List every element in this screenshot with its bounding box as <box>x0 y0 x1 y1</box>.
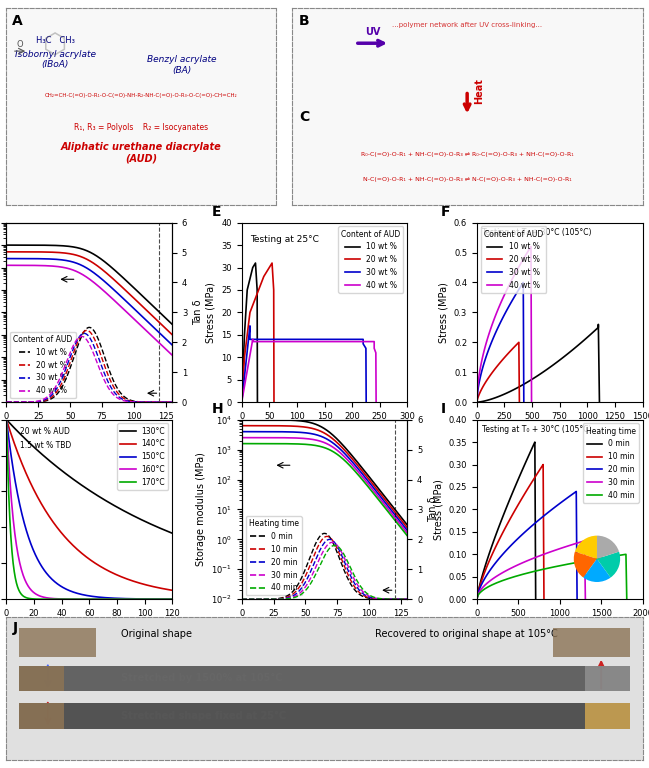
Legend: 10 wt %, 20 wt %, 30 wt %, 40 wt %: 10 wt %, 20 wt %, 30 wt %, 40 wt % <box>338 227 404 293</box>
Text: R₁, R₃ = Polyols    R₂ = Isocyanates: R₁, R₃ = Polyols R₂ = Isocyanates <box>75 123 208 132</box>
Text: UV: UV <box>365 28 380 38</box>
Text: ...polymer network after UV cross-linking...: ...polymer network after UV cross-linkin… <box>392 22 542 28</box>
Text: 20 wt % AUD: 20 wt % AUD <box>19 427 69 436</box>
Text: Benzyl acrylate
(BA): Benzyl acrylate (BA) <box>147 55 217 74</box>
Legend: 10 wt %, 20 wt %, 30 wt %, 40 wt %: 10 wt %, 20 wt %, 30 wt %, 40 wt % <box>10 332 76 399</box>
Text: B: B <box>299 14 310 28</box>
Text: Aliphatic urethane diacrylate
(AUD): Aliphatic urethane diacrylate (AUD) <box>61 142 222 164</box>
Text: Recovered to original shape at 105°C: Recovered to original shape at 105°C <box>375 629 558 639</box>
Text: R₀-C(=O)-O-R₁ + NH-C(=O)-O-R₃ ⇌ R₀-C(=O)-O-R₃ + NH-C(=O)-O-R₁: R₀-C(=O)-O-R₁ + NH-C(=O)-O-R₃ ⇌ R₀-C(=O)… <box>361 152 574 157</box>
Bar <box>19 703 630 729</box>
Legend: 0 min, 10 min, 20 min, 30 min, 40 min: 0 min, 10 min, 20 min, 30 min, 40 min <box>583 423 639 503</box>
Text: Original shape: Original shape <box>121 629 192 639</box>
Y-axis label: Storage modulus (MPa): Storage modulus (MPa) <box>195 452 206 566</box>
Text: E: E <box>212 205 221 219</box>
X-axis label: Strain (%): Strain (%) <box>535 624 584 634</box>
Y-axis label: Tan δ: Tan δ <box>193 300 202 325</box>
X-axis label: Temperature (°C): Temperature (°C) <box>47 426 131 436</box>
Y-axis label: Stress (MPa): Stress (MPa) <box>433 479 443 540</box>
Text: Isobornyl acrylate
(IBoA): Isobornyl acrylate (IBoA) <box>14 49 95 69</box>
Text: F: F <box>441 205 450 219</box>
Bar <box>19 628 95 657</box>
Y-axis label: Stress (MPa): Stress (MPa) <box>438 282 448 343</box>
Text: C: C <box>299 111 309 124</box>
Text: Heat: Heat <box>474 78 484 104</box>
X-axis label: Strain (%): Strain (%) <box>535 426 584 436</box>
Text: Stretched by 1500% at 105°C: Stretched by 1500% at 105°C <box>121 674 282 684</box>
X-axis label: Temperature (°C): Temperature (°C) <box>282 624 367 634</box>
X-axis label: Strain (%): Strain (%) <box>300 426 349 436</box>
Text: ⬡: ⬡ <box>43 31 67 59</box>
Text: H₃C   CH₃: H₃C CH₃ <box>36 36 75 45</box>
Bar <box>19 703 64 729</box>
Bar <box>19 666 64 691</box>
Bar <box>585 703 630 729</box>
Bar <box>585 666 630 691</box>
Text: Testing at T₀ + 30°C (105°C): Testing at T₀ + 30°C (105°C) <box>482 425 591 434</box>
Text: Stretched shape fixed at 25°C: Stretched shape fixed at 25°C <box>121 710 286 721</box>
Bar <box>554 628 630 657</box>
Text: CH₂=CH-C(=O)-O-R₁-O-C(=O)-NH-R₂-NH-C(=O)-O-R₃-O-C(=O)-CH=CH₂: CH₂=CH-C(=O)-O-R₁-O-C(=O)-NH-R₂-NH-C(=O)… <box>45 92 238 98</box>
Text: J: J <box>13 621 18 635</box>
X-axis label: Time (min): Time (min) <box>63 624 116 634</box>
Text: 1.5 wt % TBD: 1.5 wt % TBD <box>19 442 71 450</box>
Text: O: O <box>17 40 23 49</box>
Text: A: A <box>12 14 23 28</box>
Y-axis label: Tan δ: Tan δ <box>428 497 438 522</box>
Text: I: I <box>441 402 446 416</box>
Legend: 0 min, 10 min, 20 min, 30 min, 40 min: 0 min, 10 min, 20 min, 30 min, 40 min <box>245 516 302 595</box>
Text: H: H <box>212 402 223 416</box>
Text: Testing at T₀ + 30°C (105°C): Testing at T₀ + 30°C (105°C) <box>482 228 591 237</box>
Bar <box>19 666 630 691</box>
Text: Testing at 25°C: Testing at 25°C <box>250 235 319 244</box>
Legend: 10 wt %, 20 wt %, 30 wt %, 40 wt %: 10 wt %, 20 wt %, 30 wt %, 40 wt % <box>481 227 546 293</box>
Y-axis label: Stress (MPa): Stress (MPa) <box>206 282 215 343</box>
Text: N-C(=O)-O-R₁ + NH-C(=O)-O-R₃ ⇌ N-C(=O)-O-R₃ + NH-C(=O)-O-R₁: N-C(=O)-O-R₁ + NH-C(=O)-O-R₃ ⇌ N-C(=O)-O… <box>363 177 572 183</box>
Legend: 130°C, 140°C, 150°C, 160°C, 170°C: 130°C, 140°C, 150°C, 160°C, 170°C <box>117 423 168 490</box>
